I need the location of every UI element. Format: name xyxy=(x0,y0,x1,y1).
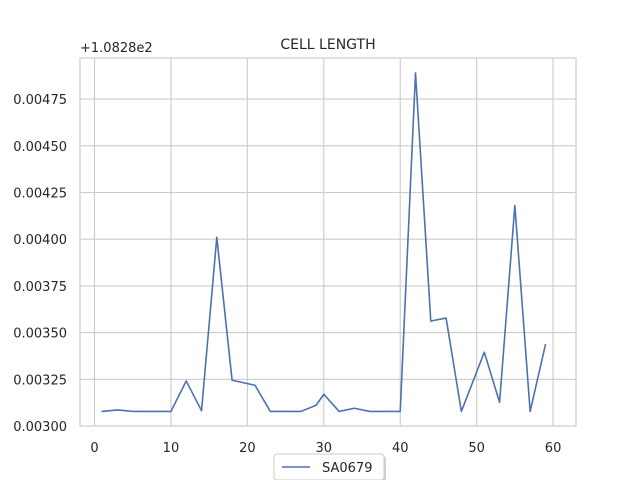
plot-area xyxy=(80,58,576,426)
y-tick-label: 0.00350 xyxy=(13,327,67,342)
x-tick-label: 10 xyxy=(163,441,180,456)
legend: SA0679 xyxy=(273,453,386,480)
y-tick-labels: 0.00300 0.00325 0.00350 0.00375 0.00400 0.004… xyxy=(13,93,67,435)
x-tick-label: 20 xyxy=(239,441,256,456)
x-tick-label: 0 xyxy=(90,441,98,456)
y-tick-label: 0.00450 xyxy=(13,140,67,155)
series-lines xyxy=(101,72,547,413)
x-tick-label: 30 xyxy=(316,441,333,456)
x-tick-label: 50 xyxy=(468,441,485,456)
y-tick-label: 0.00400 xyxy=(13,233,67,248)
y-offset-label: +1.0828e2 xyxy=(80,41,153,56)
series-line-0 xyxy=(101,72,547,413)
y-tick-label: 0.00325 xyxy=(13,373,67,388)
legend-box xyxy=(273,453,385,480)
x-tick-labels: 0 10 20 30 40 50 60 xyxy=(90,441,561,456)
chart-title: CELL LENGTH xyxy=(280,37,375,53)
y-tick-label: 0.00425 xyxy=(13,186,67,201)
y-tick-label: 0.00475 xyxy=(13,93,67,108)
y-tick-label: 0.00300 xyxy=(13,420,67,435)
y-tick-label: 0.00375 xyxy=(13,280,67,295)
x-tick-label: 40 xyxy=(392,441,409,456)
plot-frame xyxy=(79,57,577,427)
legend-label: SA0679 xyxy=(322,461,372,476)
x-tick-label: 60 xyxy=(545,441,562,456)
